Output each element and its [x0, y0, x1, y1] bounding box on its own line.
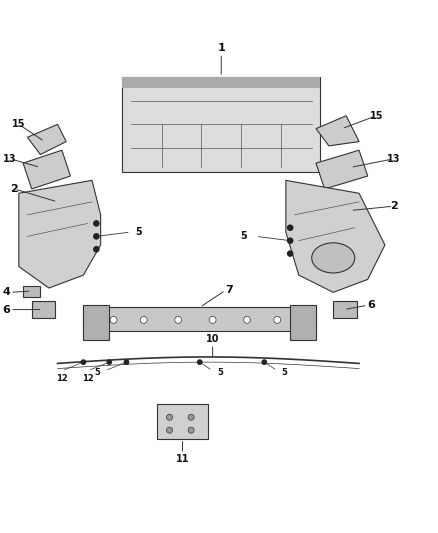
Circle shape [107, 360, 111, 364]
Circle shape [124, 360, 129, 364]
Polygon shape [316, 116, 359, 146]
Text: 2: 2 [11, 184, 18, 194]
Polygon shape [28, 124, 66, 155]
Text: 13: 13 [387, 154, 400, 164]
Bar [83, 308, 316, 331]
Text: 5: 5 [95, 368, 101, 376]
Circle shape [288, 225, 293, 230]
Circle shape [140, 317, 147, 324]
Text: 12: 12 [56, 374, 68, 383]
Circle shape [188, 414, 194, 421]
Bar [290, 305, 316, 340]
Text: 10: 10 [206, 334, 219, 344]
Circle shape [166, 427, 173, 433]
Text: 6: 6 [2, 304, 10, 314]
Polygon shape [316, 150, 367, 189]
Text: 5: 5 [282, 368, 287, 376]
Text: 15: 15 [12, 119, 25, 130]
Circle shape [209, 317, 216, 324]
Text: 4: 4 [2, 287, 10, 297]
Bar [157, 405, 208, 439]
Text: 15: 15 [370, 111, 383, 121]
Circle shape [244, 317, 251, 324]
Text: 5: 5 [135, 227, 142, 237]
Text: 6: 6 [367, 300, 375, 310]
Text: 1: 1 [217, 43, 225, 53]
Circle shape [188, 427, 194, 433]
Text: 5: 5 [217, 368, 223, 376]
Circle shape [94, 247, 99, 252]
Circle shape [94, 234, 99, 239]
Bar [23, 286, 40, 297]
Text: 13: 13 [4, 154, 17, 164]
Bar [122, 77, 320, 172]
Circle shape [274, 317, 281, 324]
Polygon shape [19, 180, 101, 288]
Bar [333, 301, 357, 318]
Circle shape [288, 238, 293, 243]
Circle shape [198, 360, 202, 364]
Bar [83, 305, 109, 340]
Circle shape [110, 317, 117, 324]
Text: 11: 11 [176, 454, 189, 464]
Bar [32, 301, 55, 318]
Circle shape [262, 360, 266, 364]
Circle shape [166, 414, 173, 421]
Bar [122, 77, 320, 88]
Text: 5: 5 [240, 231, 247, 241]
Polygon shape [23, 150, 71, 189]
Ellipse shape [312, 243, 355, 273]
Text: 12: 12 [82, 374, 94, 383]
Circle shape [81, 360, 85, 364]
Text: 2: 2 [390, 201, 397, 211]
Circle shape [288, 251, 293, 256]
Polygon shape [286, 180, 385, 292]
Circle shape [175, 317, 182, 324]
Circle shape [94, 221, 99, 226]
Text: 7: 7 [226, 285, 233, 295]
